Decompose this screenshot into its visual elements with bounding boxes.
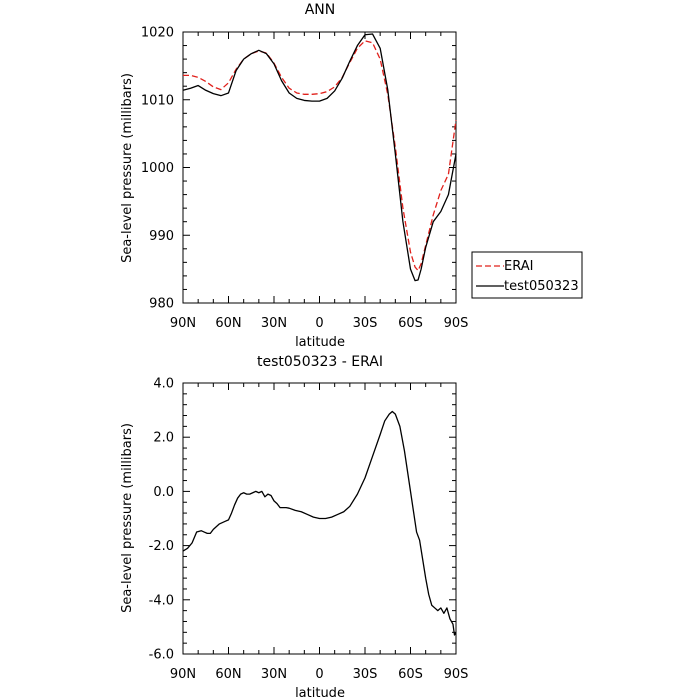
x-tick-label: 60S <box>398 667 423 682</box>
x-tick-label: 0 <box>315 667 323 682</box>
y-tick-label: 990 <box>149 229 174 244</box>
plot-area-top: 90N 60N 30N 0 30S 60S 90S 980 990 1000 1010 1020 <box>141 26 468 332</box>
legend-box <box>471 251 583 299</box>
chart-title-top: ANN <box>305 2 336 18</box>
y-tick-label: 0.0 <box>153 485 174 500</box>
y-axis-label-bottom: Sea-level pressure (millibars) <box>120 423 135 613</box>
x-tick-label: 90S <box>444 667 469 682</box>
y-tick-label: 980 <box>149 297 174 312</box>
series-line-top-0 <box>183 40 457 272</box>
y-tick-label: -6.0 <box>149 648 174 663</box>
x-tick-label: 30S <box>353 667 378 682</box>
legend-label-test: test050323 <box>504 279 579 294</box>
y-tick-label: 4.0 <box>153 377 174 392</box>
plot-frame-top <box>182 31 457 304</box>
x-tick-label: 30N <box>261 316 287 331</box>
x-tick-label: 90N <box>170 667 196 682</box>
x-tick-label: 60N <box>215 667 241 682</box>
plot-area-bottom: 90N 60N 30N 0 30S 60S 90S -6.0 -4.0 -2.0 0.0 2.0 4.0 <box>149 377 469 683</box>
legend-label-erai: ERAI <box>504 259 533 274</box>
series-line-bottom-0 <box>182 410 457 636</box>
y-tick-label: 1010 <box>141 93 174 108</box>
series-line-top-1 <box>182 33 457 282</box>
legend: ERAI test050323 <box>471 251 583 299</box>
x-tick-label: 90S <box>444 316 469 331</box>
x-axis-label-bottom: latitude <box>295 686 345 700</box>
y-axis-label-top: Sea-level pressure (millibars) <box>120 73 135 263</box>
x-tick-label: 90N <box>170 316 196 331</box>
x-tick-label: 60N <box>215 316 241 331</box>
x-tick-label: 0 <box>315 316 323 331</box>
y-tick-label: -2.0 <box>149 539 174 554</box>
y-tick-label: 1000 <box>141 161 174 176</box>
chart-title-bottom: test050323 - ERAI <box>257 354 383 370</box>
x-axis-label-top: latitude <box>295 335 345 350</box>
x-tick-label: 30N <box>261 667 287 682</box>
y-tick-label: 1020 <box>141 26 174 41</box>
y-tick-label: -4.0 <box>149 593 174 608</box>
x-tick-label: 60S <box>398 316 423 331</box>
y-tick-label: 2.0 <box>153 431 174 446</box>
x-tick-label: 30S <box>353 316 378 331</box>
